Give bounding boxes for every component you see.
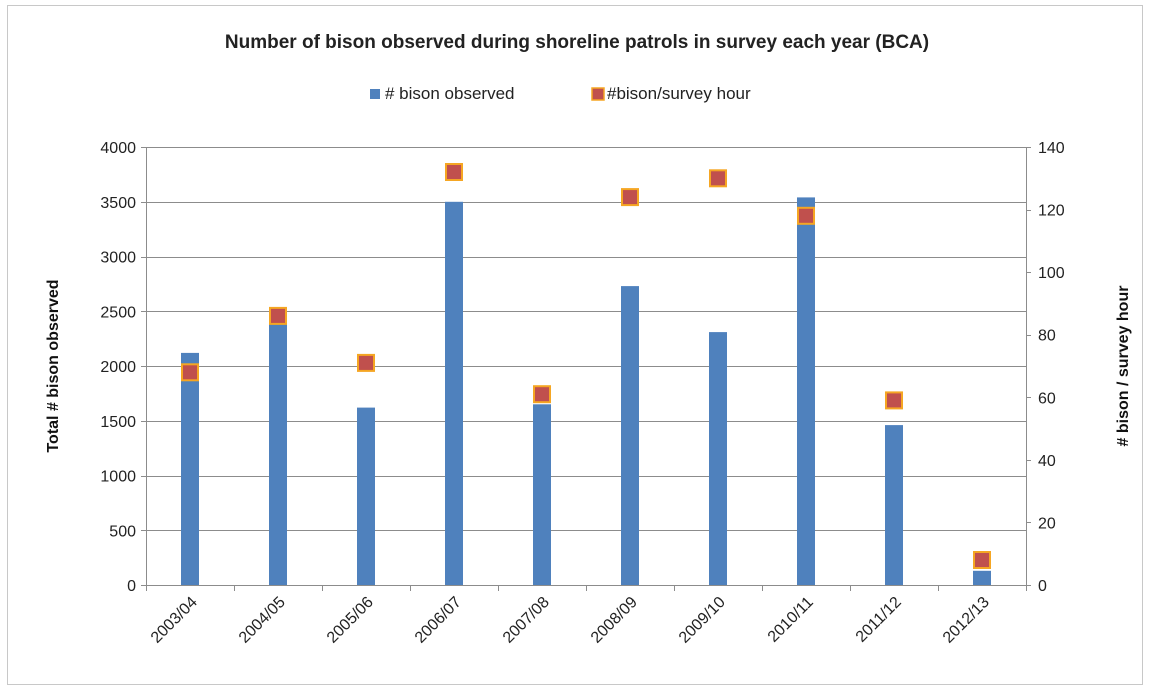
x-axis-tick-label: 2010/11	[765, 594, 817, 646]
y-axis-right-tick-label: 20	[1038, 515, 1056, 532]
y-axis-left-tick-label: 4000	[100, 140, 136, 157]
legend-label-bison-per-hour: #bison/survey hour	[607, 84, 751, 103]
bar	[709, 332, 727, 585]
data-point	[973, 551, 991, 569]
data-point	[797, 206, 815, 225]
bar	[533, 404, 551, 585]
data-point	[709, 169, 727, 188]
y-axis-left-tick-label: 3000	[100, 250, 136, 267]
legend-swatch-bison-observed	[370, 89, 380, 99]
bar	[885, 425, 903, 585]
axes	[141, 147, 1031, 591]
data-point	[357, 353, 375, 372]
bar-series	[181, 197, 991, 586]
data-point	[181, 363, 199, 382]
bar	[269, 324, 287, 585]
data-point	[445, 163, 463, 181]
y-axis-left-tick-label: 1000	[100, 469, 136, 486]
chart-title: Number of bison observed during shorelin…	[225, 32, 929, 53]
legend: # bison observed #bison/survey hour	[370, 84, 751, 103]
x-axis-tick-label: 2012/13	[940, 594, 993, 647]
x-axis-tick-label: 2004/05	[236, 594, 289, 647]
y-axis-left-tick-label: 1500	[100, 414, 136, 431]
x-axis-tick-label: 2011/12	[853, 594, 905, 646]
y-axis-right-tick-label: 100	[1038, 265, 1065, 282]
y-axis-left-tick-label: 2000	[100, 359, 136, 376]
y-axis-right-tick-label: 40	[1038, 453, 1056, 470]
x-axis-tick-label: 2003/04	[148, 594, 201, 647]
y-axis-right-tick-label: 140	[1038, 140, 1065, 157]
y-axis-left-tick-label: 2500	[100, 304, 136, 321]
bar	[973, 570, 991, 585]
marker-series	[181, 163, 991, 569]
data-point	[269, 306, 287, 325]
x-tick-labels: 2003/04 2004/05 2005/06 2006/07 2007/08 2008/…	[148, 594, 993, 647]
x-axis-tick-label: 2006/07	[412, 594, 465, 647]
x-axis-tick-label: 2005/06	[324, 594, 377, 647]
x-axis-tick-label: 2009/10	[676, 594, 729, 647]
y-axis-right-tick-label: 120	[1038, 203, 1065, 220]
bar	[181, 352, 199, 585]
y-axis-left-tick-label: 0	[127, 578, 136, 595]
y-axis-right-tick-label: 80	[1038, 328, 1056, 345]
data-point	[533, 385, 551, 404]
data-point	[621, 188, 639, 207]
legend-label-bison-observed: # bison observed	[385, 84, 514, 103]
y-axis-right-tick-label: 0	[1038, 578, 1047, 595]
y-axis-right-tick-label: 60	[1038, 390, 1056, 407]
y-axis-left-tick-label: 3500	[100, 195, 136, 212]
bar	[621, 286, 639, 585]
y-axis-right-title: # bison / survey hour	[1115, 286, 1132, 447]
left-tick-labels: 0 500 1000 1500 2000 2500 3000 3500 4000	[100, 140, 136, 595]
bar	[797, 197, 815, 585]
right-tick-labels: 0 20 40 60 80 100 120 140	[1038, 140, 1065, 595]
bar	[357, 407, 375, 585]
x-axis-tick-label: 2007/08	[500, 594, 553, 647]
y-axis-left-tick-label: 500	[109, 523, 136, 540]
bar	[445, 201, 463, 586]
gridlines	[146, 147, 1026, 531]
y-axis-left-title: Total # bison observed	[45, 279, 62, 452]
data-point	[885, 391, 903, 410]
x-axis-tick-label: 2008/09	[588, 594, 641, 647]
legend-swatch-bison-per-hour	[591, 87, 605, 101]
